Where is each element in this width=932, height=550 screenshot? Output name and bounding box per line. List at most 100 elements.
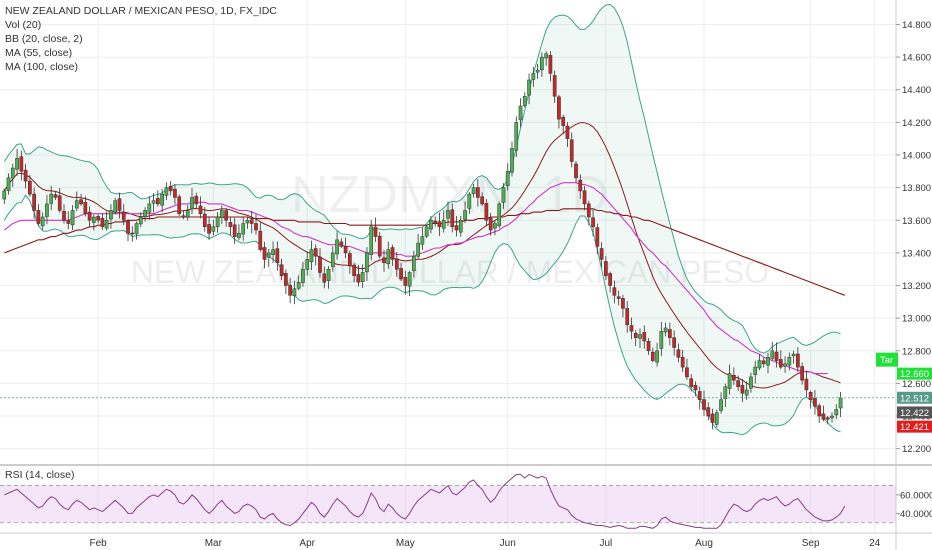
candle-body xyxy=(484,203,489,221)
candle-body xyxy=(279,264,284,276)
candle-body xyxy=(92,216,96,223)
candle-body xyxy=(104,220,109,229)
candle-body xyxy=(446,210,450,219)
last-price-box xyxy=(897,391,932,404)
candle-body xyxy=(838,397,843,409)
candle-body xyxy=(736,380,740,387)
candle-body xyxy=(825,417,830,420)
candle-body xyxy=(804,378,809,391)
rsi-tick-label: 40.0000 xyxy=(900,509,932,520)
candle-body xyxy=(527,79,531,96)
y-tick-label: 12.800 xyxy=(902,346,931,357)
candle-body xyxy=(356,274,361,283)
y-tick-label: 13.200 xyxy=(902,281,931,292)
candle-body xyxy=(638,334,642,339)
candle-body xyxy=(177,196,182,214)
candle-body xyxy=(87,211,92,221)
legend-bb[interactable]: BB (20, close, 2) xyxy=(5,33,83,45)
candle-body xyxy=(138,216,143,225)
candle-body xyxy=(642,332,647,342)
y-tick-label: 13.000 xyxy=(902,314,931,325)
watermark-symbol: NZDMXN, 1D xyxy=(291,166,609,224)
ma55-line xyxy=(3,182,828,375)
candle-body xyxy=(761,360,766,365)
candle-body xyxy=(467,193,472,209)
candles xyxy=(2,51,843,430)
candle-body xyxy=(471,187,476,195)
candle-body xyxy=(514,122,519,151)
last-price-badge: 12.512 xyxy=(897,391,932,404)
candle-body xyxy=(271,249,275,255)
candle-body xyxy=(2,190,7,200)
rsi-legend[interactable]: RSI (14, close) xyxy=(5,469,75,481)
candle-body xyxy=(612,287,617,296)
candle-body xyxy=(505,171,510,186)
candle-body xyxy=(770,350,775,359)
chart-title[interactable]: NEW ZEALAND DOLLAR / MEXICAN PESO, 1D, F… xyxy=(5,5,277,17)
candle-body xyxy=(211,226,216,232)
candle-body xyxy=(249,219,254,224)
candle-body xyxy=(441,220,446,229)
candle-body xyxy=(399,268,403,280)
candle-body xyxy=(339,241,344,247)
candle-body xyxy=(650,351,655,361)
candle-body xyxy=(100,217,105,228)
close-price-badge: 12.422 xyxy=(897,406,932,419)
candle-body xyxy=(685,367,689,378)
y-tick-label: 12.600 xyxy=(902,379,931,390)
watermark-name: NEW ZEALAND DOLLAR / MEXICAN PESO xyxy=(131,254,769,290)
legend-ma55[interactable]: MA (55, close) xyxy=(5,47,73,59)
candle-body xyxy=(32,193,36,211)
candle-body xyxy=(190,197,194,210)
candle-body xyxy=(49,193,54,204)
legend-vol[interactable]: Vol (20) xyxy=(5,19,42,31)
candle-body xyxy=(582,190,587,205)
grid xyxy=(0,0,896,532)
candle-body xyxy=(757,360,762,369)
candle-body xyxy=(28,180,32,195)
candle-body xyxy=(322,273,327,283)
candle-body xyxy=(109,210,113,220)
candle-body xyxy=(672,337,676,348)
candle-body xyxy=(343,245,348,254)
candle-body xyxy=(723,386,728,399)
candle-body xyxy=(680,356,685,368)
candle-body xyxy=(689,378,694,387)
candle-body xyxy=(151,200,156,204)
candle-body xyxy=(70,210,75,226)
watermark: NZDMXN, 1D NEW ZEALAND DOLLAR / MEXICAN … xyxy=(131,166,769,290)
close-price: 12.422 xyxy=(900,408,929,419)
candle-body xyxy=(45,203,49,217)
candle-body xyxy=(710,413,715,423)
candle-body xyxy=(834,409,839,416)
candle-body xyxy=(463,210,467,220)
candle-body xyxy=(305,259,310,270)
candle-body xyxy=(702,399,706,410)
candle-body xyxy=(821,413,826,420)
candle-body xyxy=(83,201,88,214)
low-price-badge: 12.421 xyxy=(897,420,932,433)
candle-body xyxy=(783,363,787,367)
candle-body xyxy=(676,349,681,358)
legend-ma100[interactable]: MA (100, close) xyxy=(5,61,78,73)
candle-body xyxy=(480,196,484,205)
candle-body xyxy=(732,374,736,381)
candle-body xyxy=(262,247,267,260)
candle-body xyxy=(796,353,800,368)
rsi-tick-label: 60.0000 xyxy=(900,490,932,501)
candle-body xyxy=(382,257,386,263)
candle-body xyxy=(224,210,228,221)
candle-body xyxy=(714,412,719,425)
candle-body xyxy=(258,230,263,250)
y-tick-label: 13.800 xyxy=(902,183,931,194)
candle-body xyxy=(215,216,220,228)
candle-body xyxy=(126,220,130,234)
candle-body xyxy=(518,105,523,121)
candle-body xyxy=(548,55,553,74)
candle-body xyxy=(591,217,595,228)
candle-body xyxy=(394,258,399,270)
candle-body xyxy=(412,255,416,272)
candle-body xyxy=(377,235,382,257)
